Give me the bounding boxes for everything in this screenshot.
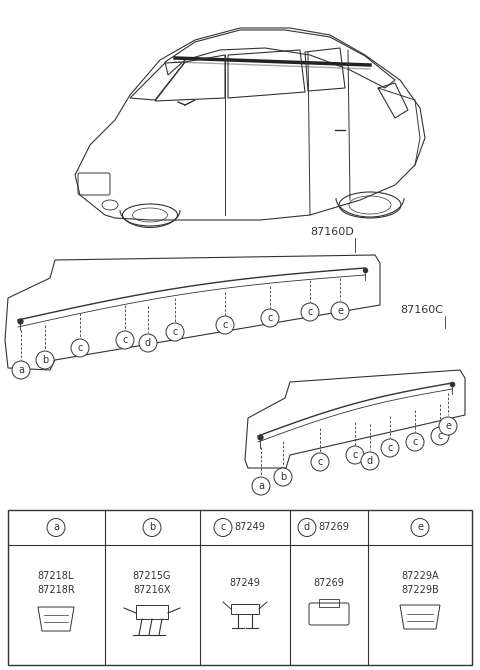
Text: e: e <box>445 421 451 431</box>
Text: d: d <box>304 523 310 533</box>
Text: e: e <box>417 523 423 533</box>
Circle shape <box>214 519 232 537</box>
Text: 87229A
87229B: 87229A 87229B <box>401 572 439 594</box>
Text: a: a <box>53 523 59 533</box>
Text: d: d <box>367 456 373 466</box>
Circle shape <box>301 303 319 321</box>
Text: 87218L
87218R: 87218L 87218R <box>37 572 75 594</box>
Text: c: c <box>412 437 418 447</box>
Text: b: b <box>42 355 48 365</box>
Text: c: c <box>307 307 312 317</box>
Text: 87160D: 87160D <box>310 227 354 237</box>
Text: c: c <box>77 343 83 353</box>
Text: c: c <box>220 523 226 533</box>
Circle shape <box>311 453 329 471</box>
Text: a: a <box>18 365 24 375</box>
Text: 87215G
87216X: 87215G 87216X <box>133 572 171 594</box>
Circle shape <box>381 439 399 457</box>
Text: c: c <box>387 443 393 453</box>
Circle shape <box>431 427 449 445</box>
Circle shape <box>406 433 424 451</box>
Text: 87249: 87249 <box>229 578 261 588</box>
Text: c: c <box>267 313 273 323</box>
Text: c: c <box>172 327 178 337</box>
Circle shape <box>47 519 65 537</box>
Circle shape <box>331 302 349 320</box>
Circle shape <box>411 519 429 537</box>
Text: 87249: 87249 <box>235 523 265 533</box>
Circle shape <box>139 334 157 352</box>
Circle shape <box>346 446 364 464</box>
Circle shape <box>116 331 134 349</box>
Circle shape <box>252 477 270 495</box>
Circle shape <box>298 519 316 537</box>
Circle shape <box>143 519 161 537</box>
Text: b: b <box>280 472 286 482</box>
Text: e: e <box>337 306 343 316</box>
Text: 87269: 87269 <box>313 578 345 588</box>
Text: c: c <box>437 431 443 441</box>
Text: b: b <box>149 523 155 533</box>
Circle shape <box>361 452 379 470</box>
Text: d: d <box>145 338 151 348</box>
Text: c: c <box>122 335 128 345</box>
Circle shape <box>261 309 279 327</box>
Circle shape <box>439 417 457 435</box>
Circle shape <box>216 316 234 334</box>
Circle shape <box>36 351 54 369</box>
Circle shape <box>12 361 30 379</box>
Circle shape <box>166 323 184 341</box>
Text: 87160C: 87160C <box>400 305 443 315</box>
Text: c: c <box>222 320 228 330</box>
Text: 87269: 87269 <box>319 523 349 533</box>
Text: a: a <box>258 481 264 491</box>
Circle shape <box>274 468 292 486</box>
Text: c: c <box>317 457 323 467</box>
Text: c: c <box>352 450 358 460</box>
Circle shape <box>71 339 89 357</box>
